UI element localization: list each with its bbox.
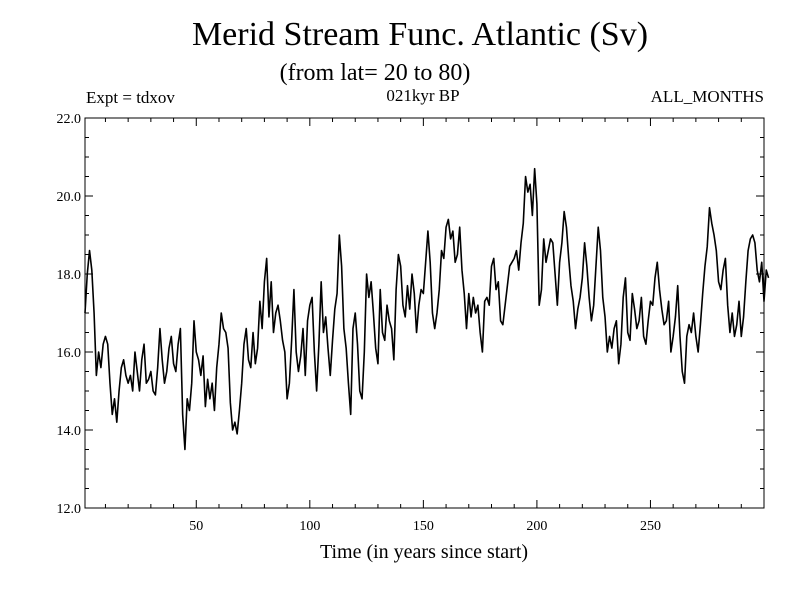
experiment-label: Expt = tdxov xyxy=(86,88,175,107)
y-tick-label: 12.0 xyxy=(57,502,82,517)
x-tick-label: 50 xyxy=(189,519,203,534)
y-tick-label: 14.0 xyxy=(57,424,82,439)
x-axis-label: Time (in years since start) xyxy=(320,541,528,563)
y-tick-label: 16.0 xyxy=(57,346,82,361)
y-tick-label: 18.0 xyxy=(57,268,82,283)
x-tick-label: 150 xyxy=(413,519,434,534)
chart-title: Merid Stream Func. Atlantic (Sv) xyxy=(191,16,649,53)
tick-labels: 12.0 14.0 16.0 18.0 20.0 22.0 50 100 150 200 250 xyxy=(57,112,661,534)
period-label: 021kyr BP xyxy=(386,86,460,105)
y-tick-label: 22.0 xyxy=(57,112,82,127)
x-tick-label: 250 xyxy=(640,519,661,534)
y-tick-label: 20.0 xyxy=(57,190,82,205)
plot-frame xyxy=(84,117,765,509)
chart-subtitle: (from lat= 20 to 80) xyxy=(279,60,471,86)
x-tick-label: 100 xyxy=(299,519,320,534)
series-line xyxy=(84,167,770,451)
months-label: ALL_MONTHS xyxy=(650,87,764,106)
x-tick-label: 200 xyxy=(526,519,547,534)
